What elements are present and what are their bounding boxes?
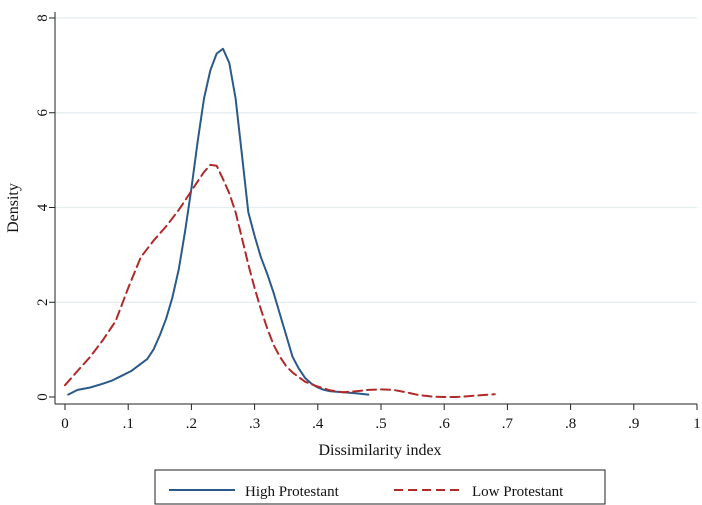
x-tick-label: .7 xyxy=(502,416,514,432)
legend-label-high-protestant: High Protestant xyxy=(245,484,340,500)
x-tick-label: .9 xyxy=(628,416,639,432)
ticks: 0 .1 .2 .3 .4 .5 .6 .7 .8 .9 1 0 2 4 6 8 xyxy=(35,14,701,432)
x-tick-label: .2 xyxy=(186,416,197,432)
y-axis-title: Density xyxy=(5,183,22,233)
legend: High Protestant Low Protestant xyxy=(154,469,606,505)
gridlines xyxy=(55,17,697,303)
y-tick-label: 8 xyxy=(35,14,51,22)
x-tick-label: 1 xyxy=(693,416,701,432)
series-layer xyxy=(64,47,496,398)
series-line-low-protestant xyxy=(64,163,496,398)
x-tick-label: 0 xyxy=(61,416,69,432)
x-tick-label: .4 xyxy=(312,416,324,432)
x-axis-title: Dissimilarity index xyxy=(318,442,441,459)
legend-label-low-protestant: Low Protestant xyxy=(472,484,564,500)
x-tick-label: .5 xyxy=(375,416,386,432)
y-tick-label: 0 xyxy=(35,393,51,401)
x-tick-label: .3 xyxy=(249,416,260,432)
y-tick-label: 6 xyxy=(35,109,51,117)
y-tick-label: 4 xyxy=(35,203,51,211)
legend-box xyxy=(154,469,606,505)
x-tick-label: .6 xyxy=(439,416,451,432)
x-tick-label: .8 xyxy=(565,416,576,432)
x-tick-label: .1 xyxy=(123,416,134,432)
y-tick-label: 2 xyxy=(35,299,51,307)
series-line-high-protestant xyxy=(67,47,370,396)
